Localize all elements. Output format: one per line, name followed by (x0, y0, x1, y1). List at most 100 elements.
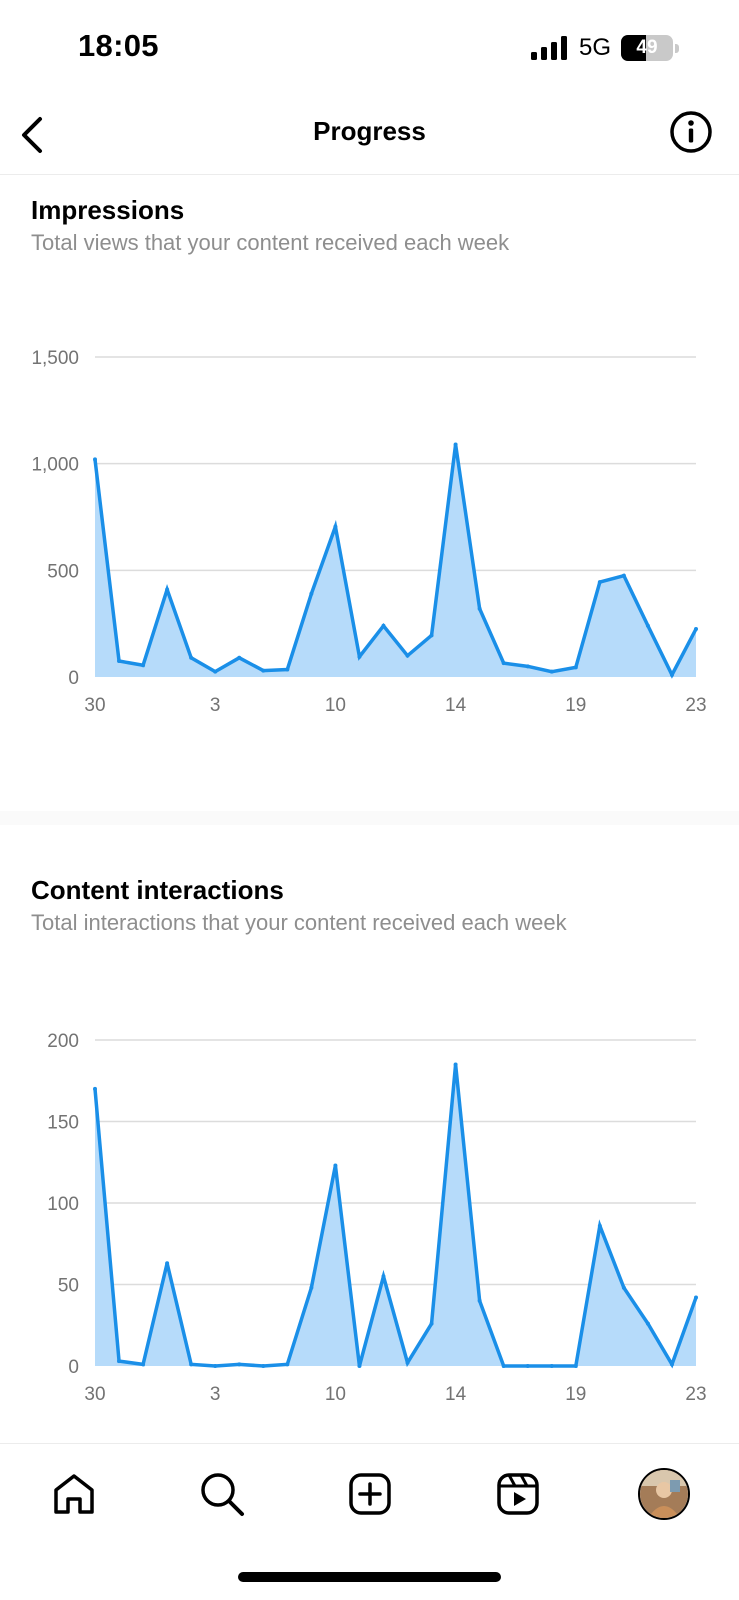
avatar-image (640, 1470, 688, 1518)
impressions-data-point (549, 669, 554, 674)
battery-level: 49 (636, 37, 658, 58)
impressions-y-tick-label: 500 (47, 561, 79, 582)
create-post-icon (349, 1473, 391, 1515)
reels-icon (497, 1473, 539, 1515)
interactions-title: Content interactions (31, 875, 284, 905)
interactions-data-point (549, 1364, 554, 1368)
battery-icon: 49 (621, 35, 673, 61)
impressions-data-point (237, 655, 242, 660)
impressions-data-point (309, 591, 314, 596)
interactions-data-point (429, 1321, 434, 1326)
interactions-subtitle: Total interactions that your content rec… (31, 910, 567, 935)
info-button[interactable] (667, 108, 715, 156)
impressions-series-line (93, 444, 698, 679)
interactions-data-point (645, 1321, 650, 1326)
status-bar: 18:05 5G 49 (0, 0, 739, 96)
status-time: 18:05 (78, 28, 159, 63)
home-indicator (238, 1572, 501, 1582)
status-indicators: 5G 49 (530, 34, 679, 62)
interactions-data-point (93, 1086, 97, 1091)
interactions-data-point (165, 1261, 170, 1266)
interactions-data-point (141, 1362, 146, 1367)
interactions-data-point (333, 1163, 338, 1168)
impressions-section: Impressions Total views that your conten… (0, 175, 739, 811)
cellular-signal-icon (530, 36, 567, 60)
impressions-data-point (165, 587, 170, 592)
impressions-data-point (285, 667, 290, 672)
interactions-data-point (501, 1364, 506, 1368)
impressions-data-point (525, 664, 530, 669)
interactions-x-tick-label: 3 (210, 1384, 221, 1405)
tab-profile[interactable] (634, 1464, 694, 1524)
interactions-y-tick-label: 0 (68, 1357, 79, 1378)
home-icon (54, 1474, 94, 1514)
interactions-data-point (261, 1364, 266, 1368)
impressions-y-tick-label: 1,500 (31, 348, 79, 369)
interactions-data-point (453, 1062, 458, 1067)
tab-bar (0, 1443, 739, 1548)
impressions-data-point (501, 661, 506, 666)
interactions-data-point (285, 1362, 290, 1367)
nav-header: Progress (0, 96, 739, 175)
profile-avatar (638, 1468, 690, 1520)
interactions-data-point (309, 1285, 314, 1290)
impressions-data-point (141, 663, 146, 668)
interactions-data-point (357, 1364, 362, 1368)
impressions-data-point (573, 665, 578, 670)
search-icon (201, 1473, 244, 1516)
impressions-x-tick-label: 30 (84, 695, 105, 716)
interactions-y-tick-label: 150 (47, 1113, 79, 1134)
interactions-data-point (477, 1298, 482, 1303)
impressions-area-fill (95, 444, 696, 677)
interactions-data-point (694, 1295, 698, 1300)
impressions-data-point (117, 659, 122, 663)
impressions-data-point (189, 655, 194, 660)
interactions-data-point (213, 1364, 218, 1368)
battery-fill (621, 35, 647, 61)
tab-home[interactable] (44, 1464, 104, 1524)
impressions-data-point (405, 653, 410, 658)
impressions-data-point (597, 580, 602, 585)
back-button[interactable] (12, 110, 52, 160)
impressions-data-point (357, 654, 362, 659)
interactions-x-tick-label: 30 (84, 1384, 105, 1405)
interactions-x-tick-label: 10 (325, 1384, 346, 1405)
impressions-data-point (694, 627, 698, 631)
interactions-data-point (189, 1362, 194, 1367)
interactions-x-tick-label: 19 (565, 1384, 586, 1405)
tab-reels[interactable] (488, 1464, 548, 1524)
interactions-section: Content interactions Total interactions … (0, 825, 739, 1442)
interactions-data-point (381, 1274, 386, 1279)
impressions-data-point (453, 442, 458, 447)
tab-create[interactable] (340, 1464, 400, 1524)
interactions-x-tick-label: 23 (685, 1384, 706, 1405)
impressions-title: Impressions (31, 195, 185, 225)
interactions-series-line (93, 1064, 698, 1369)
section-separator (0, 811, 739, 825)
impressions-data-point (333, 524, 338, 529)
impressions-data-point (381, 623, 386, 628)
chevron-left-icon (22, 117, 42, 153)
network-label: 5G (578, 34, 611, 61)
interactions-data-point (621, 1285, 626, 1290)
interactions-x-tick-label: 14 (445, 1384, 467, 1405)
impressions-x-tick-label: 23 (685, 695, 706, 716)
interactions-y-tick-label: 200 (47, 1031, 79, 1052)
interactions-data-point (237, 1362, 242, 1367)
interactions-data-point (117, 1359, 122, 1364)
impressions-data-point (621, 573, 626, 578)
interactions-data-point (597, 1223, 602, 1228)
impressions-y-tick-label: 1,000 (31, 455, 79, 476)
page-title: Progress (313, 116, 426, 146)
tab-search[interactable] (192, 1464, 252, 1524)
interactions-data-point (669, 1362, 674, 1367)
battery-nub (675, 43, 679, 53)
interactions-data-point (573, 1364, 578, 1368)
impressions-subtitle: Total views that your content received e… (31, 230, 510, 255)
impressions-data-point (429, 633, 434, 638)
impressions-y-tick-label: 0 (68, 668, 79, 689)
impressions-data-point (477, 606, 482, 611)
interactions-area-fill (95, 1064, 696, 1366)
impressions-x-tick-label: 14 (445, 695, 467, 716)
impressions-data-point (669, 672, 674, 677)
